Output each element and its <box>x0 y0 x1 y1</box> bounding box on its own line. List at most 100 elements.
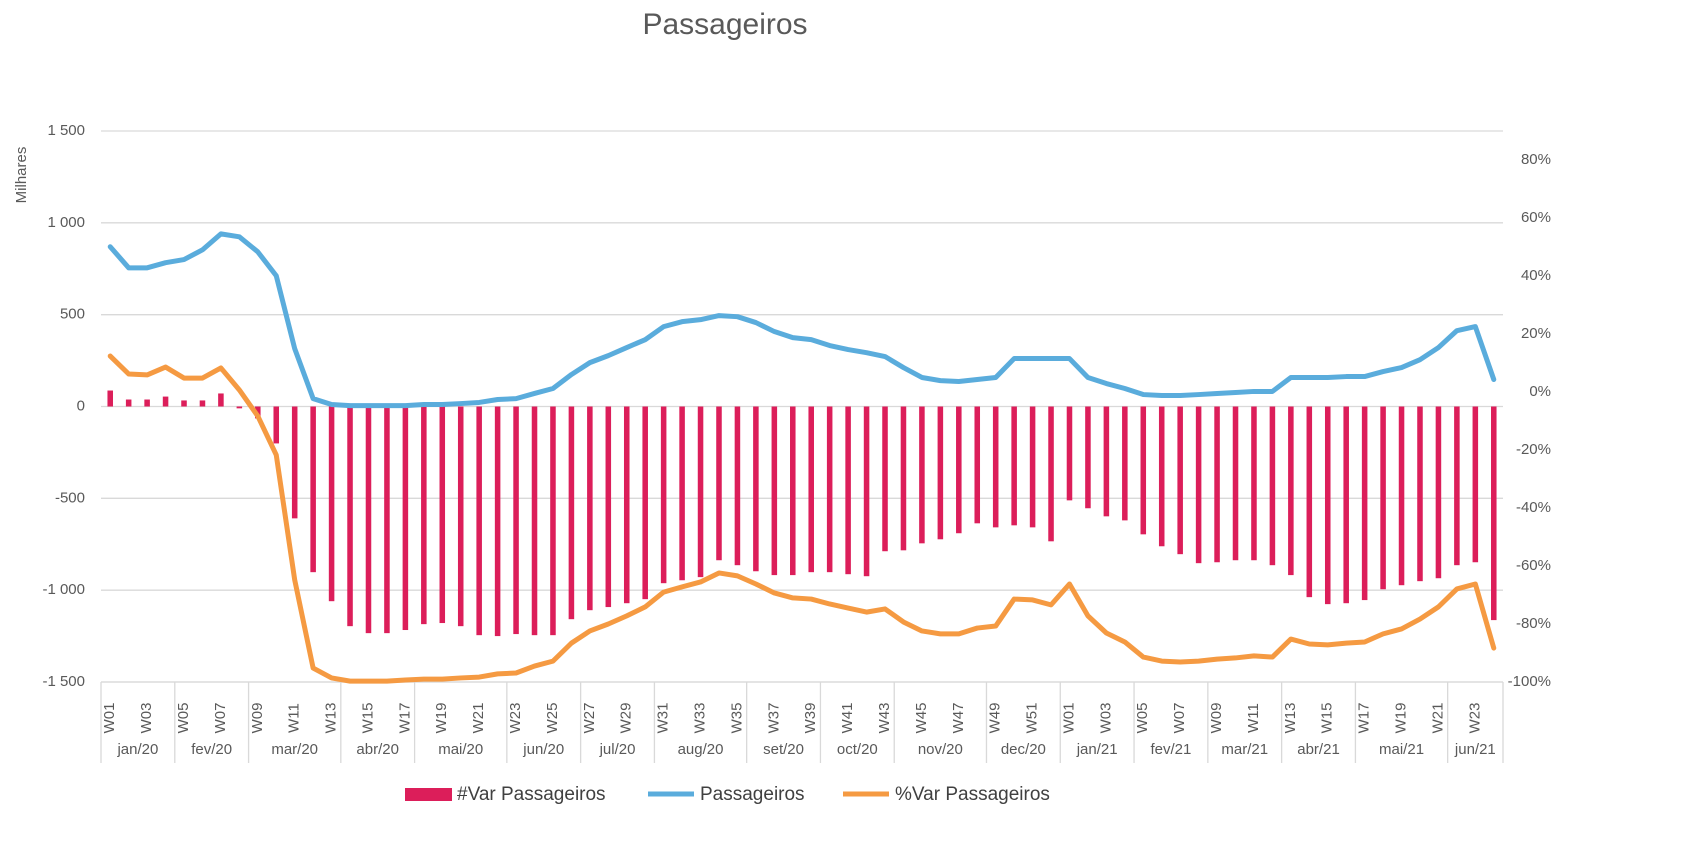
month-label: oct/20 <box>837 741 878 758</box>
month-label: mai/20 <box>438 741 483 758</box>
bar <box>753 406 759 572</box>
bar <box>291 406 298 519</box>
y2-tick-label: 20% <box>1521 325 1551 342</box>
x-tick-label: W25 <box>544 703 561 734</box>
bar <box>679 406 685 581</box>
bar <box>347 406 353 627</box>
month-label: jun/20 <box>522 741 564 758</box>
bar <box>1011 406 1017 526</box>
bar <box>1324 406 1331 605</box>
bar <box>587 406 593 611</box>
bar <box>236 406 243 409</box>
month-label: dec/20 <box>1001 741 1046 758</box>
x-tick-label: W15 <box>359 703 376 734</box>
x-tick-label: W09 <box>1208 703 1225 734</box>
y2-tick-label: -80% <box>1516 615 1551 632</box>
month-label: mar/20 <box>271 741 318 758</box>
y-tick-label: 0 <box>77 397 85 414</box>
x-tick-label: W03 <box>138 703 155 734</box>
bar <box>826 406 833 573</box>
x-tick-label: W31 <box>655 703 672 734</box>
bar <box>900 406 907 551</box>
bar <box>1029 406 1036 528</box>
bar <box>974 406 981 524</box>
bar <box>384 406 390 634</box>
x-tick-label: W23 <box>507 703 524 734</box>
y-tick-label: -1 500 <box>42 673 85 690</box>
x-tick-label: W13 <box>323 703 340 734</box>
x-tick-label: W01 <box>101 703 118 734</box>
month-label: abr/20 <box>356 741 399 758</box>
bar <box>1435 406 1442 579</box>
y-tick-label: 1 500 <box>47 122 85 139</box>
bar <box>199 400 206 407</box>
bar <box>1454 406 1460 566</box>
bar <box>1158 406 1165 547</box>
x-tick-label: W19 <box>433 703 450 734</box>
x-tick-label: W39 <box>802 703 819 734</box>
x-tick-label: W11 <box>1245 703 1262 733</box>
bar <box>605 406 612 608</box>
bar <box>697 406 704 578</box>
bar <box>1066 406 1073 501</box>
bar <box>273 406 280 444</box>
bar <box>531 406 538 636</box>
month-label: jul/20 <box>599 741 636 758</box>
bar <box>513 406 519 635</box>
legend-swatch <box>405 788 452 801</box>
month-label: mar/21 <box>1221 741 1268 758</box>
bar <box>1343 406 1349 604</box>
x-tick-label: W15 <box>1319 703 1336 734</box>
bar <box>734 406 741 566</box>
bar <box>1140 406 1147 535</box>
bar <box>1195 406 1202 564</box>
bar <box>623 406 630 604</box>
month-label: abr/21 <box>1297 741 1340 758</box>
x-tick-label: W43 <box>876 703 893 734</box>
y2-tick-label: -40% <box>1516 499 1551 516</box>
bar <box>1103 406 1110 517</box>
bar <box>1398 406 1405 586</box>
month-label: jan/21 <box>1076 741 1118 758</box>
legend-label: #Var Passageiros <box>457 784 606 805</box>
bar <box>1417 406 1423 582</box>
month-label: nov/20 <box>918 741 963 758</box>
x-tick-label: W35 <box>728 703 745 734</box>
x-tick-label: W01 <box>1060 703 1077 734</box>
legend-label: %Var Passageiros <box>895 784 1050 805</box>
x-tick-label: W37 <box>765 703 782 734</box>
month-label: mai/21 <box>1379 741 1424 758</box>
bar <box>956 406 962 534</box>
x-tick-label: W27 <box>581 703 598 734</box>
x-tick-label: W23 <box>1466 703 1483 734</box>
bar <box>144 399 150 407</box>
x-tick-label: W13 <box>1282 703 1299 734</box>
month-label: fev/20 <box>191 741 232 758</box>
bar <box>365 406 372 634</box>
bar <box>1214 406 1220 563</box>
bar <box>328 406 335 602</box>
bar <box>457 406 464 627</box>
x-tick-label: W05 <box>175 703 192 734</box>
bar <box>1491 406 1497 621</box>
bar <box>863 406 870 577</box>
y-tick-label: -500 <box>55 489 85 506</box>
bar <box>568 406 575 620</box>
bar <box>1472 406 1479 563</box>
x-tick-label: W29 <box>618 703 635 734</box>
bar <box>181 400 187 407</box>
bar <box>808 406 814 573</box>
y2-tick-label: 60% <box>1521 209 1551 226</box>
bar <box>771 406 778 576</box>
bar <box>845 406 851 575</box>
x-tick-label: W49 <box>987 703 1004 734</box>
bar <box>1288 406 1294 576</box>
x-tick-label: W47 <box>950 703 967 734</box>
bar <box>107 390 113 407</box>
y2-tick-label: 0% <box>1529 383 1551 400</box>
bar <box>660 406 667 584</box>
y-tick-label: -1 000 <box>42 581 85 598</box>
bar <box>439 406 446 624</box>
bar <box>1306 406 1313 598</box>
